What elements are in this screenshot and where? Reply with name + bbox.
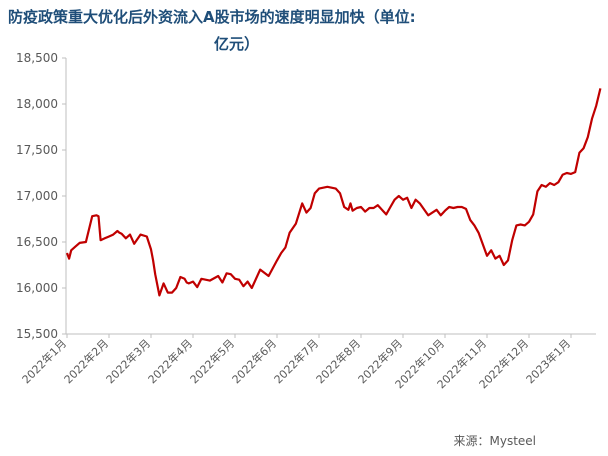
x-tick-label: 2022年3月	[103, 336, 153, 386]
chart-title: 防疫政策重大优化后外资流入A股市场的速度明显加快（单位: 亿元）	[8, 4, 604, 58]
y-tick-label: 16,000	[16, 281, 58, 295]
x-tick-label: 2022年1月	[19, 336, 69, 386]
chart-title-line2: 亿元）	[214, 35, 260, 53]
series-line	[65, 88, 602, 297]
x-tick-label: 2022年6月	[229, 336, 279, 386]
y-tick-label: 16,500	[16, 235, 58, 249]
x-tick-label: 2022年5月	[187, 336, 237, 386]
y-axis: 15,500 16,000 16,500 17,000 17,500 18,000 18,5…	[16, 51, 67, 341]
y-tick-label: 17,000	[16, 189, 58, 203]
x-tick-label: 2022年8月	[313, 336, 363, 386]
x-tick-label: 2022年2月	[61, 336, 111, 386]
x-axis: 2022年1月2022年2月2022年3月2022年4月2022年5月2022年…	[19, 333, 596, 391]
y-tick-label: 18,000	[16, 97, 58, 111]
x-tick-label: 2022年4月	[145, 336, 195, 386]
x-tick-label: 2022年7月	[271, 336, 321, 386]
y-tick-label: 15,500	[16, 327, 58, 341]
chart-title-line1: 防疫政策重大优化后外资流入A股市场的速度明显加快（单位:	[8, 8, 416, 26]
plot-area	[65, 88, 602, 297]
y-tick-label: 17,500	[16, 143, 58, 157]
x-tick-label: 2023年1月	[523, 336, 573, 386]
y-tick-label: 18,500	[16, 51, 58, 65]
source-note: 来源：Mysteel	[453, 434, 536, 448]
